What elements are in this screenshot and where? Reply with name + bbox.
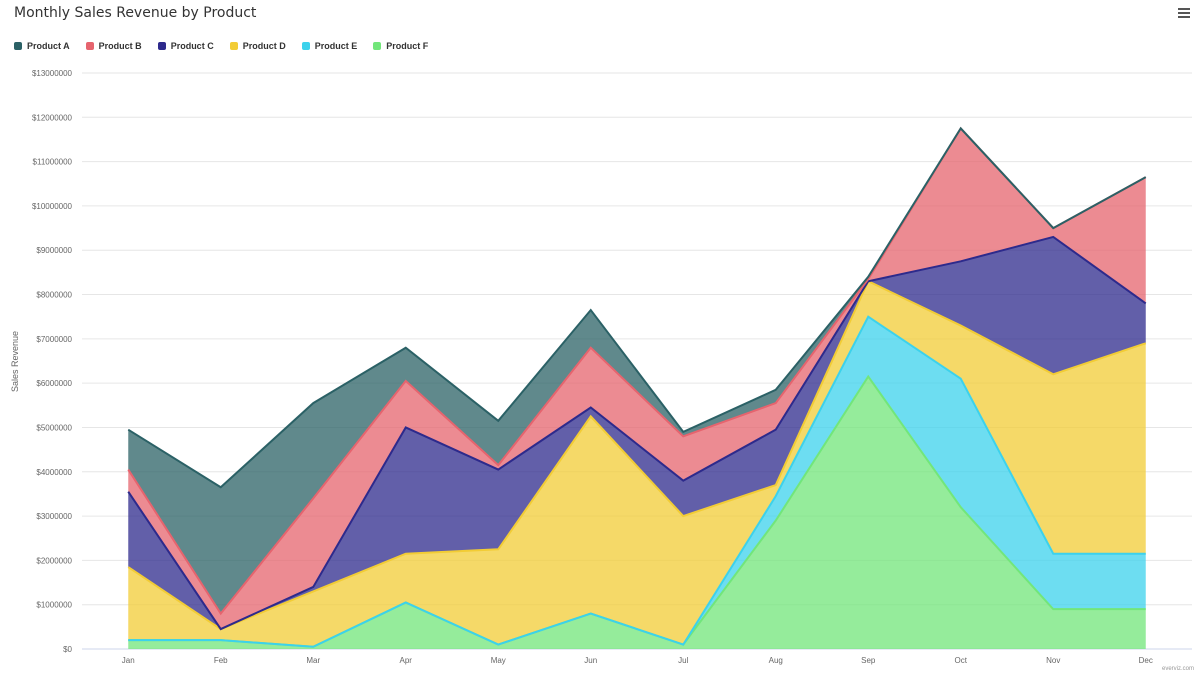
- x-tick-label: Feb: [214, 656, 228, 665]
- x-tick-label: Mar: [306, 656, 320, 665]
- y-tick-label: $10000000: [32, 202, 73, 211]
- legend-label: Product C: [170, 41, 214, 51]
- y-tick-label: $13000000: [32, 69, 73, 78]
- legend-swatch: [157, 42, 166, 50]
- x-tick-label: Nov: [1046, 656, 1060, 665]
- legend-item-product-a[interactable]: Product A: [14, 41, 70, 51]
- legend-swatch: [14, 42, 22, 50]
- legend-item-product-f[interactable]: Product F: [373, 41, 428, 51]
- y-tick-label: $5000000: [36, 423, 72, 432]
- x-tick-label: May: [491, 656, 506, 665]
- legend-item-product-d[interactable]: Product D: [229, 41, 286, 51]
- line-product-c: [127, 235, 1147, 631]
- y-tick-label: $6000000: [36, 379, 72, 388]
- x-tick-label: Jun: [584, 656, 597, 665]
- legend-item-product-c[interactable]: Product C: [157, 41, 214, 51]
- area-product-d: [128, 281, 1146, 647]
- legend-swatch: [229, 42, 238, 50]
- legend-item-product-b[interactable]: Product B: [85, 41, 142, 51]
- x-tick-label: Aug: [769, 656, 783, 665]
- line-product-e: [128, 315, 1146, 648]
- line-product-d: [127, 279, 1147, 631]
- area-product-f: [128, 376, 1146, 649]
- area-product-c: [128, 236, 1146, 630]
- y-tick-label: $7000000: [36, 335, 72, 344]
- legend-item-product-e[interactable]: Product E: [301, 41, 358, 51]
- x-tick-label: Oct: [955, 656, 968, 665]
- legend-swatch: [373, 42, 382, 50]
- chart-title: Monthly Sales Revenue by Product: [14, 5, 257, 21]
- y-tick-label: $8000000: [36, 291, 72, 300]
- legend-label: Product A: [27, 41, 70, 51]
- y-tick-label: $11000000: [33, 158, 73, 167]
- credit-text[interactable]: everviz.com: [1161, 666, 1194, 672]
- area-product-e: [128, 316, 1146, 647]
- y-tick-label: $2000000: [36, 556, 72, 565]
- x-tick-label: Jul: [678, 656, 688, 665]
- legend: Product A Product B Product C Product D Prod…: [14, 41, 428, 51]
- y-tick-label: $9000000: [36, 246, 72, 255]
- legend-swatch: [301, 42, 310, 50]
- legend-swatch: [85, 42, 94, 50]
- x-tick-label: Jan: [122, 656, 135, 665]
- legend-label: Product F: [386, 41, 429, 51]
- area-product-b: [128, 128, 1146, 630]
- line-product-a: [127, 126, 1147, 489]
- x-tick-label: Sep: [861, 656, 876, 665]
- hamburger-menu-icon[interactable]: [1178, 8, 1190, 20]
- y-tick-label: $12000000: [32, 113, 73, 122]
- x-tick-label: Apr: [400, 656, 413, 665]
- x-tick-label: Dec: [1139, 656, 1153, 665]
- y-tick-label: $0: [63, 645, 72, 654]
- legend-label: Product E: [314, 41, 358, 51]
- y-tick-label: $4000000: [36, 468, 72, 477]
- legend-label: Product D: [242, 41, 286, 51]
- y-tick-label: $1000000: [36, 601, 72, 610]
- legend-label: Product B: [98, 41, 142, 51]
- y-tick-label: $3000000: [36, 512, 72, 521]
